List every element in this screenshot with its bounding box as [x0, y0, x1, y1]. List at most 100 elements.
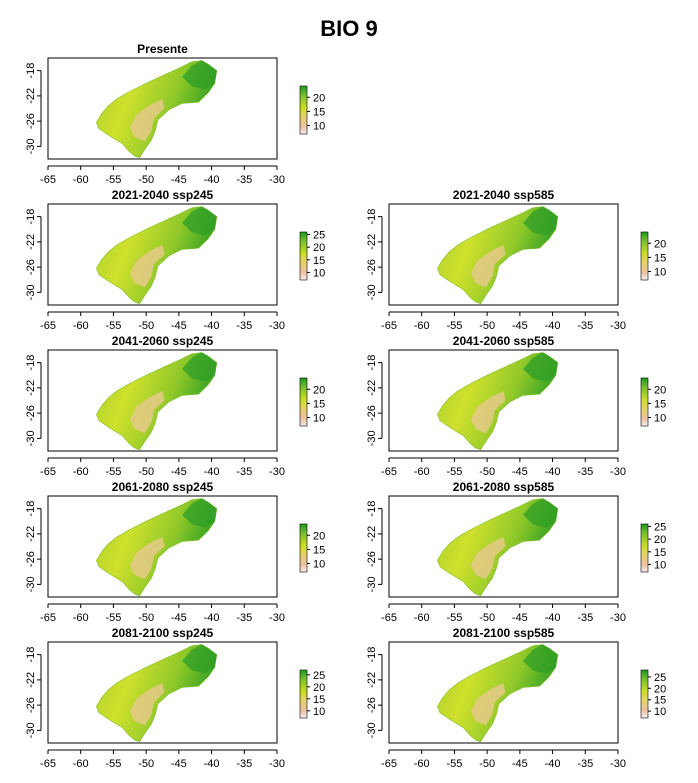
map-high-value-area: [182, 60, 217, 90]
y-tick-label: -18: [25, 501, 37, 517]
color-legend-bar: [640, 377, 649, 427]
y-tick-label: -26: [25, 259, 37, 275]
legend-tick-label: 20: [313, 92, 325, 104]
x-tick-label: -40: [545, 466, 561, 478]
map-high-value-area: [523, 352, 558, 382]
y-tick-label: -22: [366, 672, 378, 688]
x-tick-label: -60: [73, 174, 89, 186]
legend-tick-label: 20: [654, 238, 666, 250]
x-tick-label: -30: [610, 320, 626, 332]
y-tick-label: -26: [25, 113, 37, 129]
y-tick-label: -30: [366, 576, 378, 592]
x-tick-label: -65: [40, 466, 56, 478]
y-tick-label: -26: [366, 259, 378, 275]
color-legend-bar: [640, 669, 649, 719]
x-tick-label: -35: [236, 466, 252, 478]
plot-frame: [47, 495, 278, 598]
panel-title: 2041-2060 ssp585: [453, 334, 555, 348]
map-panel-3: 2021-2040 ssp585 -65 -60 -55 -50 -45 -40 -35 -30…: [366, 188, 666, 332]
x-tick-label: -30: [269, 612, 285, 624]
x-tick-label: -60: [73, 612, 89, 624]
x-tick-label: -50: [138, 466, 154, 478]
x-tick-label: -65: [381, 320, 397, 332]
color-legend-bar: [299, 669, 308, 719]
figure-title: BIO 9: [320, 16, 378, 41]
x-tick-label: -30: [269, 466, 285, 478]
legend-tick-label: 20: [313, 682, 325, 694]
x-tick-label: -55: [105, 612, 121, 624]
x-tick-label: -60: [73, 466, 89, 478]
x-tick-label: -65: [40, 174, 56, 186]
legend-tick-label: 10: [313, 559, 325, 571]
map-panel-9: 2081-2100 ssp585 -65 -60 -55 -50 -45 -40 -35 -30…: [366, 626, 666, 770]
y-tick-label: -30: [25, 284, 37, 300]
x-tick-label: -45: [512, 466, 528, 478]
x-tick-label: -50: [138, 174, 154, 186]
map-low-value-area: [129, 391, 165, 434]
plot-frame: [388, 641, 619, 744]
y-tick-label: -22: [25, 88, 37, 104]
legend-tick-label: 25: [313, 230, 325, 242]
y-tick-label: -30: [366, 722, 378, 738]
legend-tick-label: 10: [313, 413, 325, 425]
x-tick-label: -40: [204, 466, 220, 478]
legend-tick-label: 15: [654, 695, 666, 707]
color-legend-bar: [299, 85, 308, 135]
x-tick-label: -55: [105, 174, 121, 186]
x-tick-label: -55: [446, 320, 462, 332]
legend-tick-label: 20: [654, 683, 666, 695]
y-tick-label: -26: [25, 551, 37, 567]
legend-tick-label: 10: [654, 559, 666, 571]
x-tick-label: -50: [479, 612, 495, 624]
x-tick-label: -40: [204, 612, 220, 624]
plot-frame: [47, 349, 278, 452]
y-tick-label: -30: [25, 722, 37, 738]
x-tick-label: -30: [269, 320, 285, 332]
plot-frame: [388, 203, 619, 306]
x-tick-label: -40: [545, 320, 561, 332]
x-tick-label: -65: [381, 612, 397, 624]
x-tick-label: -45: [171, 758, 187, 770]
x-tick-label: -55: [105, 466, 121, 478]
x-tick-label: -50: [479, 320, 495, 332]
x-tick-label: -45: [512, 320, 528, 332]
y-tick-label: -22: [366, 380, 378, 396]
x-tick-label: -45: [171, 612, 187, 624]
y-tick-label: -22: [25, 526, 37, 542]
y-tick-label: -22: [366, 526, 378, 542]
map-panel-4: 2041-2060 ssp245 -65 -60 -55 -50 -45 -40 -35 -30…: [25, 334, 325, 478]
y-tick-label: -22: [25, 234, 37, 250]
x-tick-label: -65: [40, 612, 56, 624]
y-tick-label: -26: [25, 697, 37, 713]
x-tick-label: -40: [545, 758, 561, 770]
x-tick-label: -60: [414, 466, 430, 478]
map-low-value-area: [470, 537, 506, 580]
x-tick-label: -35: [236, 320, 252, 332]
legend-tick-label: 10: [654, 413, 666, 425]
legend-tick-label: 10: [313, 267, 325, 279]
x-tick-label: -60: [73, 320, 89, 332]
x-tick-label: -30: [269, 758, 285, 770]
legend-tick-label: 25: [654, 522, 666, 534]
map-low-value-area: [470, 683, 506, 726]
legend-tick-label: 15: [313, 106, 325, 118]
x-tick-label: -30: [610, 758, 626, 770]
x-tick-label: -40: [545, 612, 561, 624]
y-tick-label: -26: [366, 697, 378, 713]
panel-title: 2021-2040 ssp245: [112, 188, 214, 202]
y-tick-label: -18: [366, 355, 378, 371]
y-tick-label: -26: [366, 405, 378, 421]
x-tick-label: -50: [479, 758, 495, 770]
x-tick-label: -35: [577, 466, 593, 478]
x-tick-label: -45: [512, 612, 528, 624]
x-tick-label: -65: [40, 758, 56, 770]
x-tick-label: -35: [577, 320, 593, 332]
map-panel-6: 2061-2080 ssp245 -65 -60 -55 -50 -45 -40 -35 -30…: [25, 480, 325, 624]
panel-title: 2061-2080 ssp585: [453, 480, 555, 494]
y-tick-label: -18: [25, 647, 37, 663]
x-tick-label: -60: [414, 758, 430, 770]
color-legend-bar: [299, 231, 308, 281]
map-low-value-area: [129, 245, 165, 288]
panel-title: 2061-2080 ssp245: [112, 480, 214, 494]
